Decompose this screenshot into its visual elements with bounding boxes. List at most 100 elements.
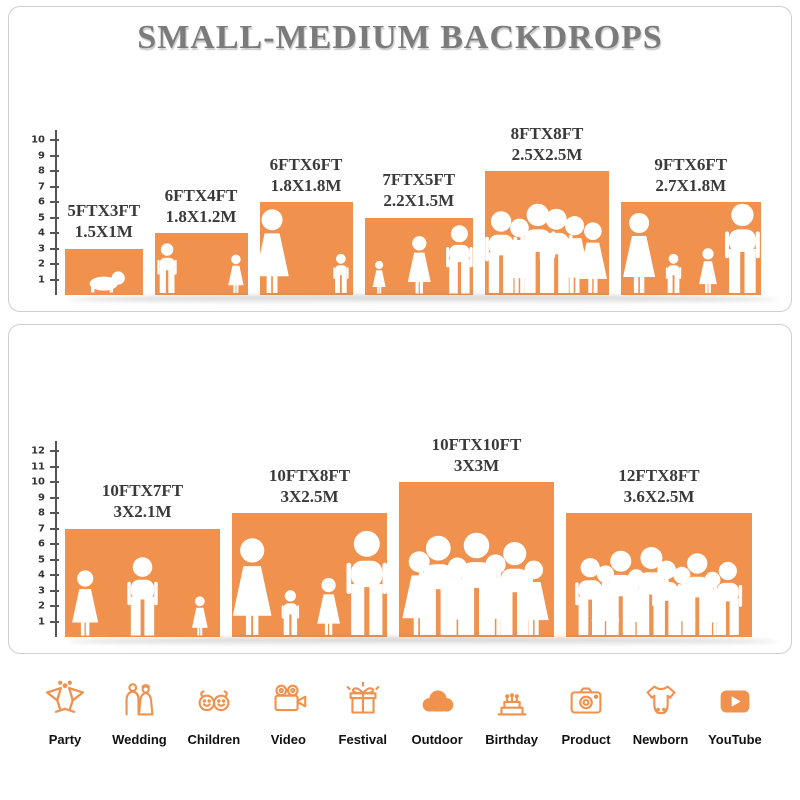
ruler-1: 12 11 10 9 8 7 6 5 4 3 2 1: [21, 441, 59, 637]
blocks-0: 5FTX3FT 1.5X1M 6FTX4FT 1.8X1.2M 6FTX6FT 1.8X1…: [65, 123, 761, 295]
size-ft: 9FTX6FT: [654, 154, 728, 174]
ruler-tick: [50, 216, 59, 219]
size-ft: 5FTX3FT: [67, 201, 141, 221]
category-wedding: Wedding: [106, 678, 172, 747]
ruler-tick: [50, 263, 59, 265]
size-m: 1.5X1M: [74, 222, 133, 242]
birthday-icon: [489, 678, 535, 724]
children-icon: [191, 678, 237, 724]
category-birthday: Birthday: [479, 678, 545, 747]
ruler-number: 8: [38, 507, 45, 519]
ruler-number: 8: [38, 165, 45, 177]
size-ft: 12FTX8FT: [618, 465, 700, 485]
category-party: Party: [32, 678, 98, 747]
ruler-number: 10: [31, 476, 45, 488]
newborn-icon: [638, 678, 684, 724]
backdrop-size-label: 6FTX4FT 1.8X1.2M: [165, 185, 238, 227]
size-ft: 10FTX7FT: [101, 481, 184, 501]
wedding-icon: [116, 678, 162, 724]
ruler-number: 7: [38, 181, 45, 192]
size-m: 2.7X1.8M: [655, 175, 727, 195]
product-icon: [563, 678, 609, 724]
category-label: Festival: [338, 732, 387, 747]
backdrop-size-label: 7FTX5FT 2.2X1.5M: [382, 169, 455, 211]
people-silhouette: [72, 556, 208, 635]
ruler-number: 2: [38, 258, 45, 270]
people-silhouette: [232, 530, 387, 635]
large-panel: 12 11 10 9 8 7 6 5 4 3 2 1 10FTX7FT 3X2.1M 10FTX8FT 3X…: [8, 324, 792, 654]
backdrop-block: [259, 202, 353, 295]
ruler-number: 12: [31, 445, 45, 457]
ruler-tick: [50, 232, 59, 234]
ruler-tick: [50, 605, 59, 607]
ruler-number: 6: [38, 196, 45, 208]
people-silhouette: [575, 547, 743, 635]
backdrop-item: 6FTX4FT 1.8X1.2M: [154, 185, 248, 295]
ruler-tick: [50, 481, 59, 483]
ruler-tick: [50, 558, 59, 561]
page-title: SMALL-MEDIUM BACKDROPS: [137, 19, 663, 56]
category-label: Party: [48, 732, 82, 747]
ruler-number: 6: [38, 538, 45, 550]
people-silhouette: [485, 203, 607, 293]
ruler-number: 1: [38, 616, 45, 627]
ruler-0: 10 9 8 7 6 5 4 3 2 1: [21, 130, 59, 295]
people-silhouette: [156, 243, 244, 293]
backdrop-size-label: 10FTX7FT 3X2.1M: [102, 480, 183, 522]
size-m: 3X2.5M: [280, 486, 339, 506]
ruler-tick: [50, 512, 59, 514]
category-label: YouTube: [708, 732, 762, 747]
backdrop-size-label: 6FTX6FT 1.8X1.8M: [270, 154, 343, 196]
ruler-tick: [50, 543, 59, 545]
ruler-number: 11: [31, 461, 45, 472]
category-row: Party Wedding Children Video Festival Outdoor…: [8, 654, 792, 747]
ruler-tick: [50, 201, 59, 203]
backdrop-size-label: 10FTX10FT 3X3M: [432, 434, 522, 476]
ruler-tick: [50, 527, 59, 530]
size-ft: 6FTX4FT: [164, 185, 238, 205]
ruler-tick: [50, 247, 59, 250]
category-product: Product: [553, 678, 619, 747]
category-youtube: YouTube: [702, 678, 768, 747]
festival-icon: [340, 678, 386, 724]
backdrop-item: 8FTX8FT 2.5X2.5M: [485, 123, 609, 295]
ruler-number: 2: [38, 600, 45, 612]
ruler-number: 5: [38, 554, 45, 565]
ruler-tick: [50, 278, 59, 281]
backdrop-item: 9FTX6FT 2.7X1.8M: [621, 154, 761, 295]
size-ft: 7FTX5FT: [382, 170, 456, 190]
ruler-tick: [50, 139, 59, 141]
category-label: Newborn: [632, 732, 689, 747]
backdrop-size-label: 5FTX3FT 1.5X1M: [67, 200, 140, 242]
size-m: 1.8X1.8M: [270, 175, 342, 195]
ruler-tick: [50, 574, 59, 576]
floor-shadow: [69, 295, 777, 304]
floor-shadow: [69, 637, 777, 646]
people-silhouette: [402, 532, 549, 635]
backdrop-item: 10FTX7FT 3X2.1M: [65, 480, 220, 637]
size-ft: 6FTX6FT: [269, 154, 343, 174]
ruler-number: 3: [38, 585, 45, 596]
people-silhouette: [89, 270, 125, 292]
category-label: Children: [187, 732, 241, 747]
backdrop-size-label: 10FTX8FT 3X2.5M: [269, 465, 350, 507]
ruler-tick: [50, 620, 59, 623]
category-newborn: Newborn: [628, 678, 694, 747]
ruler-tick: [50, 589, 59, 592]
ruler-number: 9: [38, 150, 45, 161]
backdrop-size-label: 8FTX8FT 2.5X2.5M: [511, 123, 584, 165]
backdrop-block: [566, 513, 752, 637]
backdrop-block: [399, 482, 554, 637]
ruler-tick: [50, 185, 59, 188]
size-ft: 8FTX8FT: [510, 123, 584, 143]
party-icon: [42, 678, 88, 724]
size-m: 3X3M: [453, 455, 500, 475]
backdrop-item: 10FTX8FT 3X2.5M: [232, 465, 387, 637]
size-ft: 10FTX8FT: [268, 465, 351, 485]
category-label: Birthday: [485, 732, 538, 747]
backdrop-block: [364, 217, 473, 295]
backdrop-item: 12FTX8FT 3.6X2.5M: [566, 465, 752, 637]
backdrop-block: [154, 233, 248, 295]
backdrop-size-label: 9FTX6FT 2.7X1.8M: [654, 154, 727, 196]
ruler-tick: [50, 450, 59, 452]
